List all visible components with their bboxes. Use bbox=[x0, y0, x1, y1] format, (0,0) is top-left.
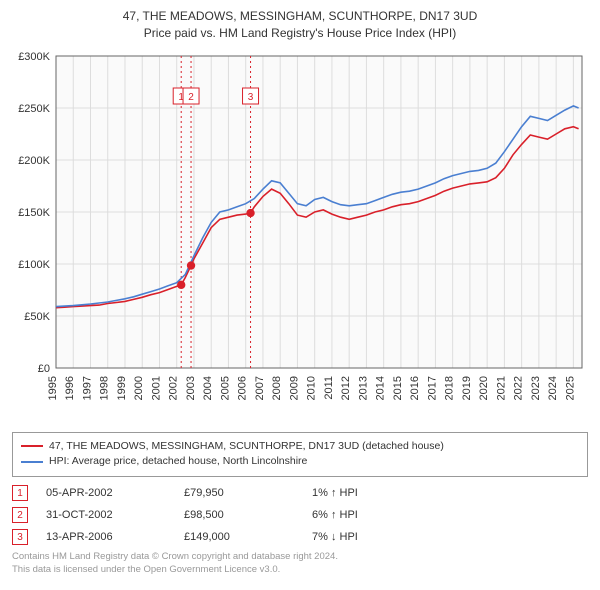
svg-text:2008: 2008 bbox=[271, 376, 283, 400]
legend-item: HPI: Average price, detached house, Nort… bbox=[21, 454, 579, 470]
transaction-hpi: 7% ↓ HPI bbox=[312, 531, 412, 543]
svg-text:£300K: £300K bbox=[18, 51, 50, 63]
transactions-table: 1 05-APR-2002 £79,950 1% ↑ HPI 2 31-OCT-… bbox=[12, 485, 588, 545]
legend-label: 47, THE MEADOWS, MESSINGHAM, SCUNTHORPE,… bbox=[49, 439, 444, 455]
svg-text:2019: 2019 bbox=[461, 376, 473, 400]
transaction-badge: 2 bbox=[12, 507, 28, 523]
svg-text:2018: 2018 bbox=[444, 376, 456, 400]
svg-text:3: 3 bbox=[248, 92, 254, 103]
transaction-date: 31-OCT-2002 bbox=[46, 509, 166, 521]
svg-text:£250K: £250K bbox=[18, 103, 50, 115]
svg-text:2021: 2021 bbox=[495, 376, 507, 400]
transaction-date: 13-APR-2006 bbox=[46, 531, 166, 543]
svg-text:£0: £0 bbox=[38, 363, 50, 375]
svg-text:£50K: £50K bbox=[24, 311, 50, 323]
svg-text:£200K: £200K bbox=[18, 155, 50, 167]
line-chart-svg: £0 £50K £100K £150K £200K £250K £300K 1995 1996 1… bbox=[12, 48, 588, 428]
svg-text:2007: 2007 bbox=[254, 376, 266, 400]
svg-text:2017: 2017 bbox=[426, 376, 438, 400]
title-block: 47, THE MEADOWS, MESSINGHAM, SCUNTHORPE,… bbox=[12, 8, 588, 42]
transaction-price: £79,950 bbox=[184, 487, 294, 499]
chart-area: £0 £50K £100K £150K £200K £250K £300K 1995 1996 1… bbox=[12, 48, 588, 428]
legend-box: 47, THE MEADOWS, MESSINGHAM, SCUNTHORPE,… bbox=[12, 432, 588, 478]
transaction-price: £98,500 bbox=[184, 509, 294, 521]
title-line-2: Price paid vs. HM Land Registry's House … bbox=[12, 25, 588, 42]
svg-text:2003: 2003 bbox=[185, 376, 197, 400]
footer-line-2: This data is licensed under the Open Gov… bbox=[12, 564, 588, 577]
legend-swatch bbox=[21, 461, 43, 463]
transaction-date: 05-APR-2002 bbox=[46, 487, 166, 499]
svg-text:£100K: £100K bbox=[18, 259, 50, 271]
table-row: 2 31-OCT-2002 £98,500 6% ↑ HPI bbox=[12, 507, 588, 523]
transaction-badge: 1 bbox=[12, 485, 28, 501]
svg-text:2001: 2001 bbox=[150, 376, 162, 400]
svg-text:2025: 2025 bbox=[564, 376, 576, 400]
table-row: 3 13-APR-2006 £149,000 7% ↓ HPI bbox=[12, 529, 588, 545]
svg-text:2012: 2012 bbox=[340, 376, 352, 400]
legend-item: 47, THE MEADOWS, MESSINGHAM, SCUNTHORPE,… bbox=[21, 439, 579, 455]
svg-text:1997: 1997 bbox=[81, 376, 93, 400]
transaction-price: £149,000 bbox=[184, 531, 294, 543]
svg-text:1999: 1999 bbox=[116, 376, 128, 400]
svg-text:2002: 2002 bbox=[168, 376, 180, 400]
svg-text:2000: 2000 bbox=[133, 376, 145, 400]
transaction-hpi: 6% ↑ HPI bbox=[312, 509, 412, 521]
footer-attribution: Contains HM Land Registry data © Crown c… bbox=[12, 551, 588, 577]
footer-line-1: Contains HM Land Registry data © Crown c… bbox=[12, 551, 588, 564]
svg-text:£150K: £150K bbox=[18, 207, 50, 219]
title-line-1: 47, THE MEADOWS, MESSINGHAM, SCUNTHORPE,… bbox=[12, 8, 588, 25]
svg-text:2023: 2023 bbox=[530, 376, 542, 400]
svg-text:1998: 1998 bbox=[99, 376, 111, 400]
svg-text:2022: 2022 bbox=[513, 376, 525, 400]
svg-text:2005: 2005 bbox=[219, 376, 231, 400]
table-row: 1 05-APR-2002 £79,950 1% ↑ HPI bbox=[12, 485, 588, 501]
transaction-hpi: 1% ↑ HPI bbox=[312, 487, 412, 499]
svg-text:2006: 2006 bbox=[237, 376, 249, 400]
svg-text:2014: 2014 bbox=[375, 376, 387, 400]
svg-text:2004: 2004 bbox=[202, 376, 214, 400]
svg-text:2010: 2010 bbox=[306, 376, 318, 400]
svg-text:1995: 1995 bbox=[47, 376, 59, 400]
svg-text:2013: 2013 bbox=[357, 376, 369, 400]
transaction-badge: 3 bbox=[12, 529, 28, 545]
svg-text:2015: 2015 bbox=[392, 376, 404, 400]
svg-text:2009: 2009 bbox=[288, 376, 300, 400]
svg-text:2011: 2011 bbox=[323, 376, 335, 400]
svg-text:2024: 2024 bbox=[547, 376, 559, 400]
svg-text:1996: 1996 bbox=[64, 376, 76, 400]
legend-swatch bbox=[21, 445, 43, 447]
chart-container: 47, THE MEADOWS, MESSINGHAM, SCUNTHORPE,… bbox=[0, 0, 600, 585]
svg-text:2: 2 bbox=[188, 92, 194, 103]
legend-label: HPI: Average price, detached house, Nort… bbox=[49, 454, 307, 470]
svg-text:2020: 2020 bbox=[478, 376, 490, 400]
svg-text:2016: 2016 bbox=[409, 376, 421, 400]
